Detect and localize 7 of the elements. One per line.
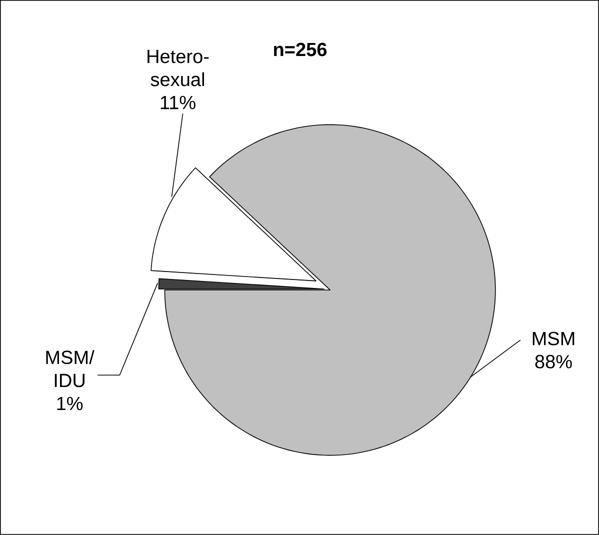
slice-label: MSM: [532, 332, 574, 346]
slice-label: Hetero-sexual: [148, 50, 209, 86]
data-label: 88%: [535, 354, 572, 368]
chart-title: n=256: [274, 42, 327, 56]
slice-label: MSM/IDU: [46, 350, 94, 388]
data-label: 1%: [57, 396, 83, 410]
data-label: 11%: [160, 96, 196, 110]
